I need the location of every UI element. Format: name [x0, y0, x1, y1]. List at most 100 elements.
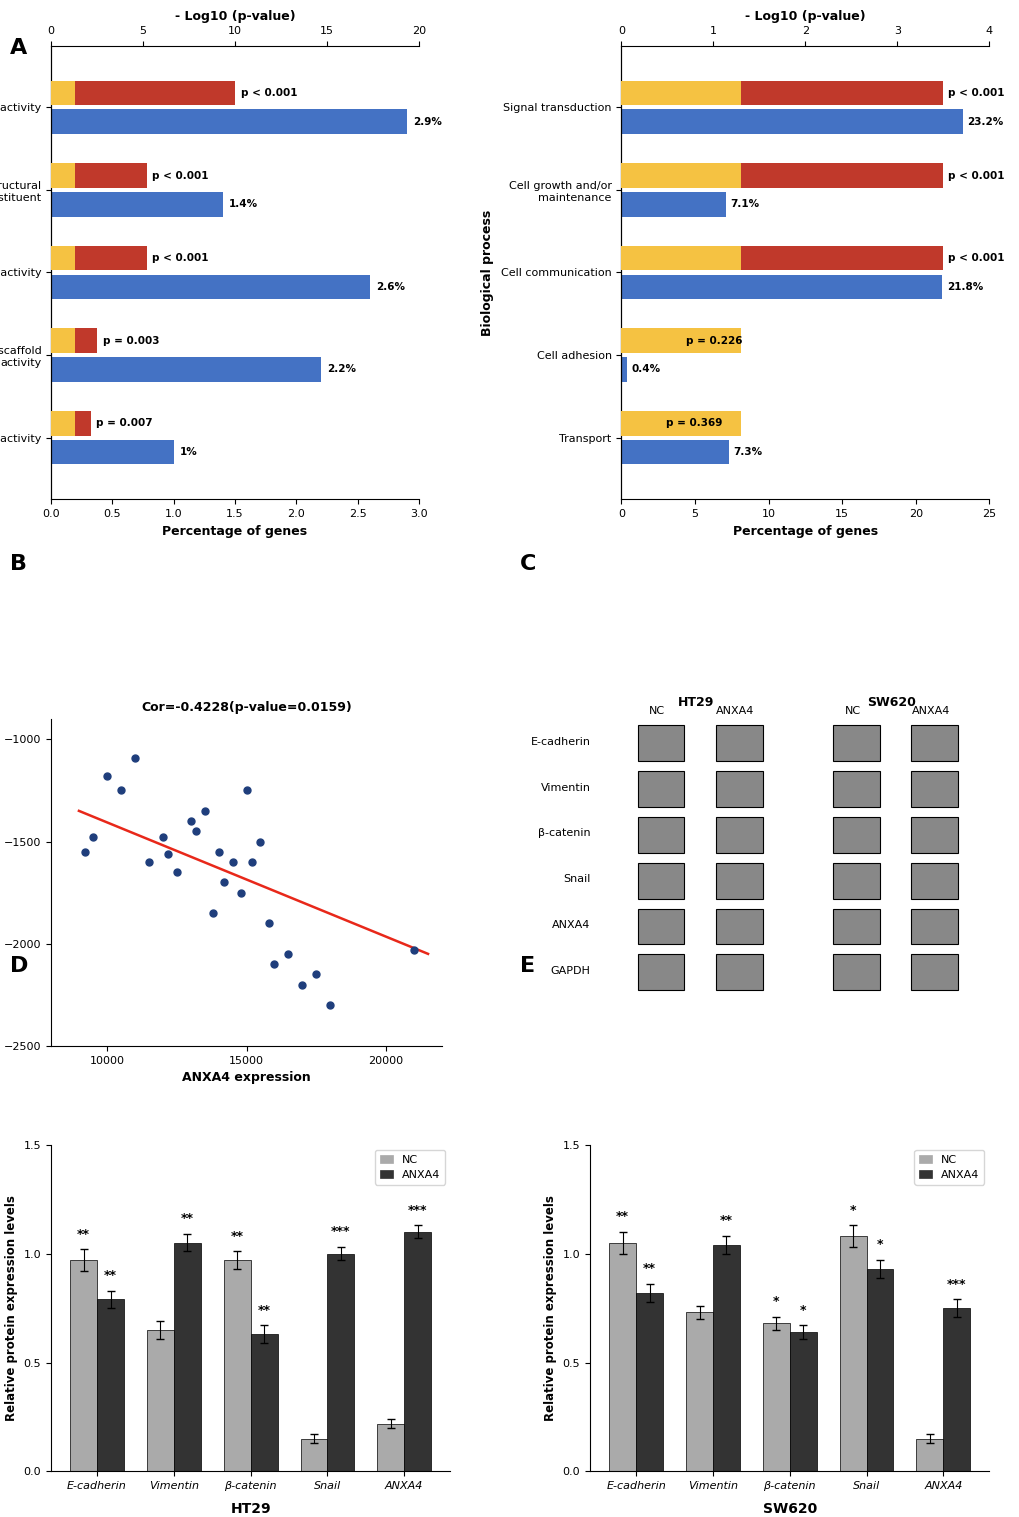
Text: HT29: HT29	[678, 696, 713, 708]
Bar	[51, 109, 407, 133]
Bar	[51, 80, 74, 105]
Bar	[839, 1236, 866, 1471]
Bar	[621, 328, 681, 353]
Point	[182, 809, 199, 833]
Bar	[621, 328, 741, 353]
Bar	[686, 1312, 712, 1471]
Bar	[51, 246, 74, 270]
Legend: NC, ANXA4: NC, ANXA4	[375, 1150, 444, 1185]
Bar	[51, 193, 222, 217]
FancyBboxPatch shape	[910, 725, 957, 762]
Text: 21.8%: 21.8%	[946, 282, 982, 291]
Text: ***: ***	[408, 1203, 427, 1217]
Point	[322, 992, 338, 1016]
Text: ANXA4: ANXA4	[911, 705, 949, 716]
Text: NC: NC	[648, 705, 664, 716]
Bar	[70, 1261, 97, 1471]
Bar	[97, 1300, 124, 1471]
Text: E: E	[520, 956, 535, 975]
Bar	[51, 411, 74, 435]
FancyBboxPatch shape	[715, 771, 762, 807]
FancyBboxPatch shape	[833, 863, 879, 898]
Text: A: A	[10, 38, 28, 58]
Text: **: **	[104, 1268, 117, 1282]
FancyBboxPatch shape	[715, 954, 762, 991]
Text: ANXA4: ANXA4	[715, 705, 754, 716]
Bar	[636, 1292, 662, 1471]
Text: 1%: 1%	[179, 448, 198, 457]
Bar	[51, 164, 74, 188]
Point	[210, 839, 226, 863]
Point	[141, 850, 157, 874]
Bar	[51, 328, 98, 353]
Point	[99, 765, 115, 789]
Bar	[621, 164, 741, 188]
FancyBboxPatch shape	[910, 771, 957, 807]
Bar	[173, 1242, 201, 1471]
Bar	[621, 411, 660, 435]
Bar	[404, 1232, 431, 1471]
FancyBboxPatch shape	[910, 909, 957, 945]
Bar	[762, 1323, 789, 1471]
Text: p = 0.226: p = 0.226	[685, 335, 741, 346]
FancyBboxPatch shape	[637, 863, 684, 898]
Point	[112, 778, 128, 802]
Bar	[51, 411, 91, 435]
Point	[308, 962, 324, 986]
Text: 2.9%: 2.9%	[413, 117, 441, 127]
Text: **: **	[77, 1227, 90, 1241]
Bar	[621, 275, 942, 299]
FancyBboxPatch shape	[715, 909, 762, 945]
Point	[168, 860, 184, 884]
Point	[293, 972, 310, 997]
Point	[252, 830, 268, 854]
Text: p < 0.001: p < 0.001	[947, 170, 1004, 181]
Text: 2.6%: 2.6%	[376, 282, 405, 291]
Bar	[621, 164, 943, 188]
Point	[187, 819, 204, 843]
Bar	[51, 164, 147, 188]
Text: **: **	[258, 1303, 270, 1317]
FancyBboxPatch shape	[637, 725, 684, 762]
Text: p < 0.001: p < 0.001	[947, 253, 1004, 262]
FancyBboxPatch shape	[833, 954, 879, 991]
Bar	[621, 80, 943, 105]
Point	[205, 901, 221, 925]
Point	[197, 799, 213, 824]
Point	[224, 850, 240, 874]
Y-axis label: Relative protein expression levels: Relative protein expression levels	[544, 1195, 556, 1421]
Text: C: C	[520, 554, 536, 573]
FancyBboxPatch shape	[910, 954, 957, 991]
Bar	[712, 1245, 739, 1471]
Bar	[621, 356, 627, 382]
FancyBboxPatch shape	[910, 818, 957, 853]
Text: p < 0.001: p < 0.001	[152, 253, 209, 262]
Legend: NC, ANXA4: NC, ANXA4	[913, 1150, 983, 1185]
Bar	[51, 440, 173, 464]
Bar	[51, 275, 370, 299]
Point	[238, 778, 255, 802]
Bar	[327, 1253, 354, 1471]
X-axis label: Percentage of genes: Percentage of genes	[732, 525, 877, 537]
Text: **: **	[615, 1211, 629, 1223]
Title: Cor=-0.4228(p-value=0.0159): Cor=-0.4228(p-value=0.0159)	[141, 701, 352, 713]
Text: 23.2%: 23.2%	[966, 117, 1003, 127]
Text: **: **	[642, 1262, 655, 1276]
Text: *: *	[799, 1303, 806, 1317]
Point	[155, 825, 171, 850]
FancyBboxPatch shape	[637, 954, 684, 991]
Bar	[51, 80, 234, 105]
X-axis label: HT29: HT29	[230, 1502, 271, 1517]
Point	[126, 746, 143, 771]
Point	[261, 912, 277, 936]
Point	[280, 942, 297, 966]
Text: p = 0.007: p = 0.007	[96, 419, 153, 428]
Text: Vimentin: Vimentin	[540, 783, 590, 792]
Text: p = 0.003: p = 0.003	[103, 335, 159, 346]
FancyBboxPatch shape	[715, 863, 762, 898]
Text: SW620: SW620	[866, 696, 915, 708]
Text: β-catenin: β-catenin	[537, 828, 590, 839]
Bar	[51, 328, 74, 353]
Y-axis label: Biological process: Biological process	[481, 209, 493, 335]
Bar	[301, 1438, 327, 1471]
